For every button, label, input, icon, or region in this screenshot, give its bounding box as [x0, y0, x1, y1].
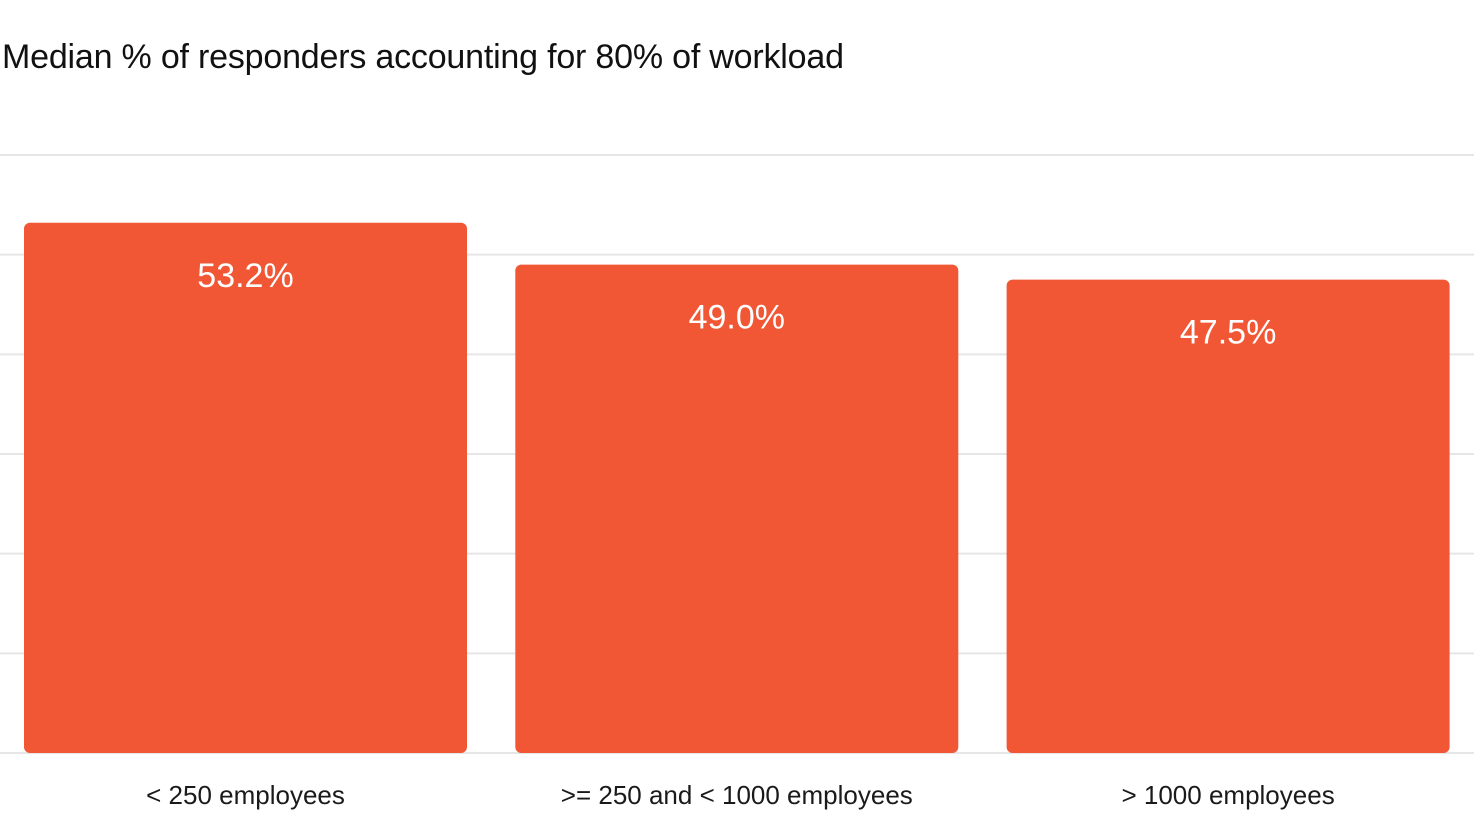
x-tick-label-1: < 250 employees — [146, 780, 345, 810]
x-axis-tick-labels: < 250 employees >= 250 and < 1000 employe… — [146, 780, 1335, 810]
x-tick-label-2: >= 250 and < 1000 employees — [561, 780, 913, 810]
data-label-3: 47.5% — [1180, 314, 1276, 352]
x-tick-label-3: > 1000 employees — [1121, 780, 1334, 810]
data-labels: 53.2% 49.0% 47.5% — [197, 257, 1276, 352]
bars — [24, 222, 1450, 754]
bar-1 — [24, 222, 467, 754]
chart-title: Median % of responders accounting for 80… — [2, 38, 844, 76]
bar-2 — [515, 264, 959, 753]
bar-3 — [1006, 279, 1450, 753]
data-label-1: 53.2% — [197, 257, 293, 295]
data-label-2: 49.0% — [689, 299, 785, 337]
